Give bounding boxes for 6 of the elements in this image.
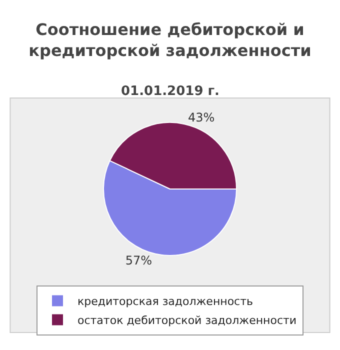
legend-label: кредиторская задолженность xyxy=(78,295,254,308)
chart-subtitle: 01.01.2019 г. xyxy=(121,84,220,99)
data-label: 43% xyxy=(188,110,215,124)
data-label: 57% xyxy=(125,254,152,268)
legend-label: остаток дебиторской задолженности xyxy=(78,314,297,328)
chart-title: Соотношение дебиторской и кредиторской задолженности xyxy=(28,20,312,60)
